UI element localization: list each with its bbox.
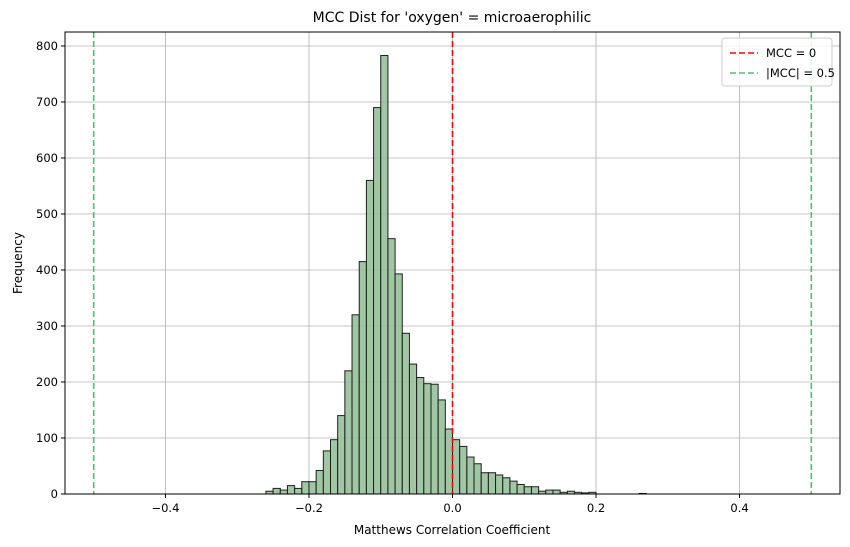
histogram-bar (358, 261, 367, 495)
histogram-bar (308, 481, 317, 495)
histogram-bar (351, 314, 360, 495)
histogram-bars (265, 55, 647, 495)
y-tick-label: 200 (36, 375, 58, 389)
x-axis-label: Matthews Correlation Coefficient (354, 523, 551, 537)
histogram-bar (487, 472, 497, 495)
y-axis-label: Frequency (11, 232, 25, 294)
histogram-bar (286, 485, 296, 495)
histogram-bar (279, 489, 288, 495)
y-axis-ticks: 0 100 200 300 400 500 600 700 800 (36, 39, 65, 501)
y-tick-label: 600 (36, 151, 58, 165)
x-tick-label: 0.2 (587, 501, 605, 515)
legend-label: MCC = 0 (766, 46, 816, 60)
histogram-bar (473, 463, 482, 495)
histogram-bar (423, 383, 432, 495)
histogram-bar (444, 428, 453, 495)
histogram-bar (315, 469, 324, 495)
y-tick-label: 800 (36, 39, 58, 53)
histogram-bar (301, 481, 310, 495)
histogram-bar (516, 483, 525, 495)
y-tick-label: 400 (36, 263, 58, 277)
histogram-bar (344, 370, 353, 495)
histogram-bar (387, 238, 396, 495)
x-axis-ticks: −0.4 −0.2 0.0 0.2 0.4 (151, 494, 749, 515)
histogram-bar (552, 489, 561, 495)
histogram-bar (502, 477, 511, 495)
y-tick-label: 0 (51, 487, 58, 501)
histogram-bar (337, 415, 346, 495)
histogram-bar (530, 486, 540, 495)
histogram-bar (523, 486, 532, 495)
histogram-bar (330, 439, 339, 495)
histogram-bar (322, 450, 332, 495)
histogram-bar (380, 55, 389, 495)
x-tick-label: −0.2 (295, 501, 323, 515)
histogram-bar (401, 332, 410, 495)
chart-title: MCC Dist for 'oxygen' = microaerophilic (313, 10, 592, 26)
histogram-bar (394, 273, 403, 495)
x-tick-label: 0.4 (730, 501, 748, 515)
legend-box (721, 37, 833, 87)
reference-lines (92, 32, 813, 494)
histogram-bar (272, 487, 281, 495)
legend-label: |MCC| = 0.5 (766, 66, 835, 80)
histogram-bar (408, 363, 418, 495)
histogram-bar (509, 480, 518, 495)
histogram-bar (294, 487, 303, 495)
x-tick-label: −0.4 (151, 501, 179, 515)
y-tick-label: 300 (36, 319, 58, 333)
y-tick-label: 700 (36, 95, 58, 109)
histogram-bar (459, 445, 468, 495)
y-tick-label: 100 (36, 431, 58, 445)
histogram-bar (365, 179, 375, 495)
histogram-bar (430, 383, 439, 495)
histogram-bar (437, 399, 446, 495)
histogram-bar (495, 474, 504, 495)
histogram-bar (480, 472, 489, 495)
histogram-bar (452, 439, 461, 495)
histogram-bar (466, 456, 475, 495)
histogram-bar (416, 377, 425, 495)
histogram-bar (545, 489, 554, 495)
x-tick-label: 0.0 (443, 501, 461, 515)
y-tick-label: 500 (36, 207, 58, 221)
legend: MCC = 0 |MCC| = 0.5 (721, 37, 835, 87)
histogram-bar (373, 107, 382, 495)
